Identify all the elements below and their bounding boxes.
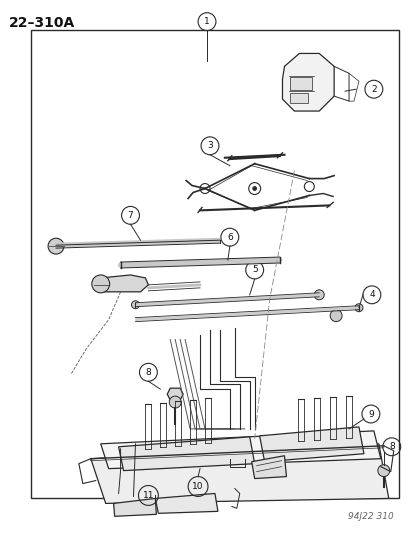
Text: 8: 8 [388, 442, 394, 451]
Circle shape [252, 187, 256, 190]
Text: 8: 8 [145, 368, 151, 377]
Circle shape [377, 465, 389, 477]
Circle shape [354, 304, 362, 312]
Bar [31, 30, 398, 498]
Circle shape [313, 290, 323, 300]
Text: 10: 10 [192, 482, 203, 491]
Text: 94J22 310: 94J22 310 [347, 512, 393, 521]
Text: 7: 7 [127, 211, 133, 220]
Polygon shape [113, 498, 156, 516]
Polygon shape [90, 444, 388, 503]
Polygon shape [155, 494, 217, 513]
Polygon shape [259, 427, 363, 462]
Text: 3: 3 [206, 141, 212, 150]
Bar [290, 93, 308, 103]
Text: 22–310A: 22–310A [9, 15, 76, 30]
Polygon shape [167, 388, 183, 400]
Text: 11: 11 [142, 491, 154, 500]
Polygon shape [282, 53, 333, 111]
Text: 2: 2 [370, 85, 376, 94]
Circle shape [48, 238, 64, 254]
Polygon shape [118, 437, 254, 471]
Text: 4: 4 [368, 290, 374, 300]
Text: 9: 9 [367, 409, 373, 418]
Circle shape [92, 275, 109, 293]
Circle shape [131, 301, 139, 309]
Polygon shape [100, 431, 380, 469]
Polygon shape [95, 275, 148, 292]
Circle shape [330, 310, 341, 321]
Text: 1: 1 [204, 17, 209, 26]
Text: 6: 6 [226, 233, 232, 241]
Polygon shape [251, 456, 286, 479]
Bar [290, 77, 311, 90]
Circle shape [169, 396, 181, 408]
Text: 5: 5 [251, 265, 257, 274]
